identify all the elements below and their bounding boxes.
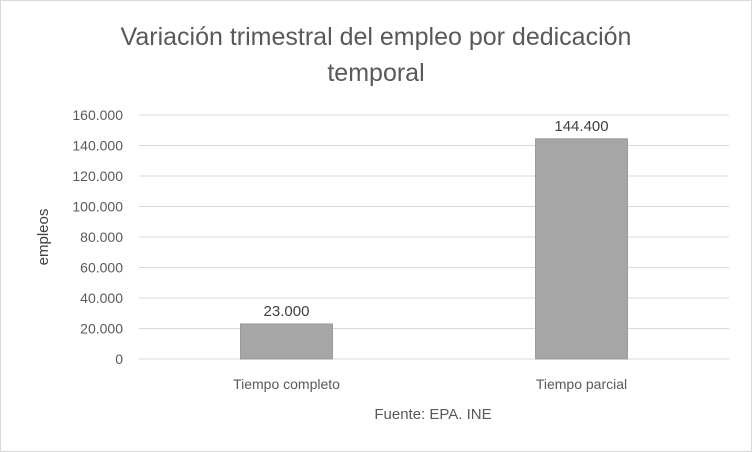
data-labels: 23.000 144.400 bbox=[264, 118, 609, 320]
data-label: 144.400 bbox=[554, 118, 608, 135]
bars bbox=[240, 138, 628, 360]
data-label: 23.000 bbox=[264, 303, 310, 320]
x-category-label: Tiempo parcial bbox=[536, 376, 627, 392]
y-tick-label: 0 bbox=[115, 351, 123, 367]
chart-title-line-2: temporal bbox=[327, 59, 424, 87]
y-tick-label: 160.000 bbox=[72, 107, 123, 123]
gridlines bbox=[139, 114, 729, 329]
y-tick-label: 140.000 bbox=[72, 138, 123, 154]
y-tick-label: 100.000 bbox=[72, 199, 123, 215]
y-tick-label: 60.000 bbox=[80, 260, 123, 276]
source-note: Fuente: EPA. INE bbox=[374, 406, 491, 423]
chart-title-line-1: Variación trimestral del empleo por dedi… bbox=[121, 23, 632, 51]
y-axis-ticks: 0 20.000 40.000 60.000 80.000 100.000 120.000 1… bbox=[72, 107, 123, 367]
y-tick-label: 20.000 bbox=[80, 321, 123, 337]
y-tick-label: 120.000 bbox=[72, 168, 123, 184]
y-tick-label: 80.000 bbox=[80, 229, 123, 245]
y-axis-label: empleos bbox=[35, 209, 52, 266]
y-tick-label: 40.000 bbox=[80, 290, 123, 306]
bar bbox=[240, 323, 333, 360]
bar bbox=[535, 138, 628, 360]
x-category-label: Tiempo completo bbox=[233, 376, 340, 392]
x-axis-categories: Tiempo completo Tiempo parcial bbox=[233, 376, 627, 392]
